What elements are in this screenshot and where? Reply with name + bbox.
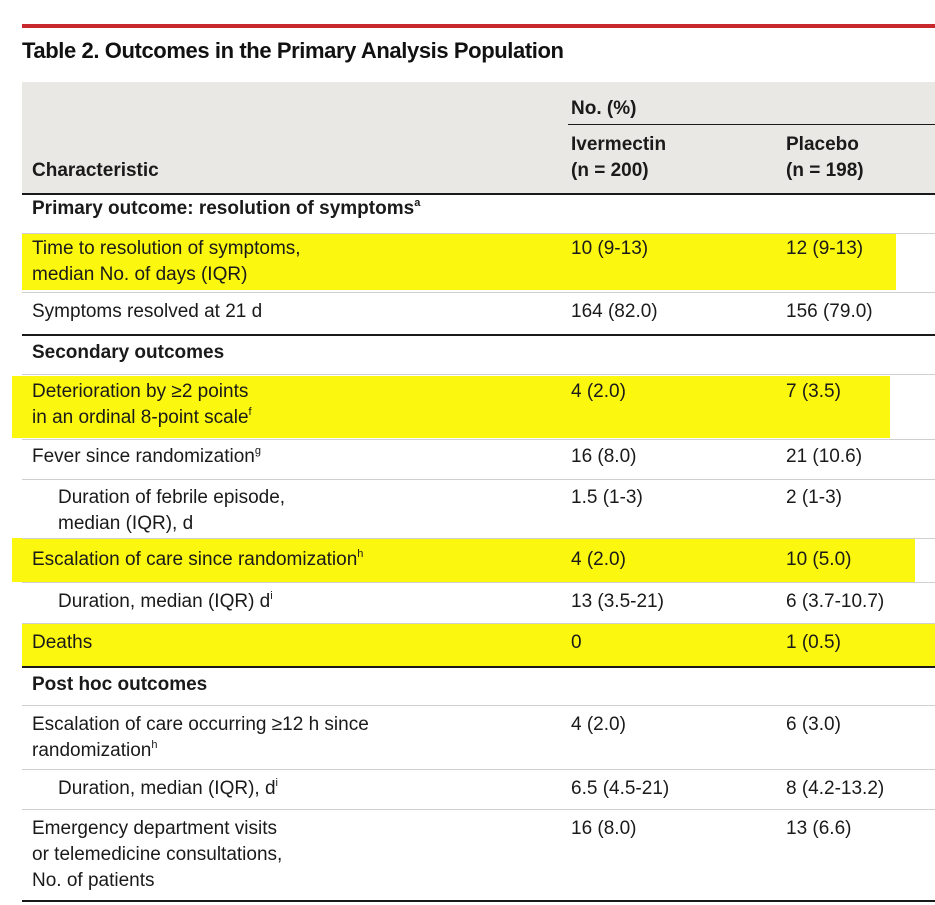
ivermectin-value: 1.5 (1-3) bbox=[571, 487, 643, 508]
placebo-value: 156 (79.0) bbox=[786, 301, 873, 322]
ivermectin-value: 4 (2.0) bbox=[571, 714, 626, 735]
rule bbox=[568, 124, 935, 125]
row-label: Symptoms resolved at 21 d bbox=[32, 301, 263, 322]
section-secondary-outcomes: Secondary outcomes bbox=[32, 342, 225, 363]
rule bbox=[22, 193, 935, 195]
ivermectin-value: 6.5 (4.5-21) bbox=[571, 778, 670, 799]
header-placebo-n: (n = 198) bbox=[786, 160, 864, 181]
ivermectin-value: 0 bbox=[571, 632, 582, 653]
row-label: Time to resolution of symptoms, median N… bbox=[32, 238, 301, 285]
table-title: Table 2. Outcomes in the Primary Analysi… bbox=[22, 38, 564, 63]
title-rule bbox=[22, 24, 935, 28]
row-label: Duration of febrile episode, median (IQR… bbox=[58, 487, 286, 534]
placebo-value: 21 (10.6) bbox=[786, 446, 863, 467]
rule bbox=[22, 538, 935, 539]
header-ivermectin: Ivermectin bbox=[571, 134, 667, 155]
ivermectin-value: 4 (2.0) bbox=[571, 381, 626, 402]
rule bbox=[22, 705, 935, 706]
placebo-value: 6 (3.0) bbox=[786, 714, 841, 735]
highlight-deterioration bbox=[12, 376, 890, 438]
header-ivermectin-n: (n = 200) bbox=[571, 160, 649, 181]
ivermectin-value: 13 (3.5-21) bbox=[571, 591, 664, 612]
rule bbox=[22, 292, 935, 293]
row-label: Duration, median (IQR), di bbox=[58, 777, 278, 800]
rule bbox=[22, 666, 935, 668]
placebo-value: 2 (1-3) bbox=[786, 487, 842, 508]
highlight-time-to-resolution bbox=[22, 234, 896, 290]
ivermectin-value: 16 (8.0) bbox=[571, 818, 637, 839]
placebo-value: 10 (5.0) bbox=[786, 549, 852, 570]
rule bbox=[22, 623, 935, 624]
placebo-value: 8 (4.2-13.2) bbox=[786, 778, 885, 799]
placebo-value: 12 (9-13) bbox=[786, 238, 864, 259]
ivermectin-value: 10 (9-13) bbox=[571, 238, 649, 259]
header-group-label: No. (%) bbox=[571, 98, 637, 119]
ivermectin-value: 164 (82.0) bbox=[571, 301, 658, 322]
header-characteristic: Characteristic bbox=[32, 160, 159, 181]
rule bbox=[22, 233, 935, 234]
rule bbox=[22, 769, 935, 770]
rule bbox=[22, 439, 935, 440]
table-header bbox=[22, 82, 935, 194]
row-label: Escalation of care occurring ≥12 h since… bbox=[32, 714, 369, 761]
section-post-hoc-outcomes: Post hoc outcomes bbox=[32, 674, 208, 695]
ivermectin-value: 4 (2.0) bbox=[571, 549, 626, 570]
rule bbox=[22, 374, 935, 375]
outcomes-table: No. (%) Characteristic Ivermectin (n = 2… bbox=[12, 82, 935, 902]
header-placebo: Placebo bbox=[786, 134, 859, 155]
row-label: Duration, median (IQR) di bbox=[58, 590, 273, 613]
placebo-value: 13 (6.6) bbox=[786, 818, 852, 839]
row-label: Deaths bbox=[32, 632, 93, 653]
placebo-value: 6 (3.7-10.7) bbox=[786, 591, 885, 612]
row-label: Emergency department visits or telemedic… bbox=[32, 818, 283, 891]
row-label: Deterioration by ≥2 points in an ordinal… bbox=[32, 381, 252, 428]
rule bbox=[22, 334, 935, 336]
highlight-escalation bbox=[12, 538, 915, 582]
row-label: Fever since randomizationg bbox=[32, 445, 261, 468]
placebo-value: 1 (0.5) bbox=[786, 632, 841, 653]
placebo-value: 7 (3.5) bbox=[786, 381, 841, 402]
rule bbox=[22, 900, 935, 902]
rule bbox=[22, 809, 935, 810]
highlight-deaths bbox=[22, 624, 935, 666]
row-label: Escalation of care since randomizationh bbox=[32, 548, 364, 571]
section-primary-outcome: Primary outcome: resolution of symptomsa bbox=[32, 197, 421, 220]
rule bbox=[22, 582, 935, 583]
rule bbox=[22, 479, 935, 480]
ivermectin-value: 16 (8.0) bbox=[571, 446, 637, 467]
